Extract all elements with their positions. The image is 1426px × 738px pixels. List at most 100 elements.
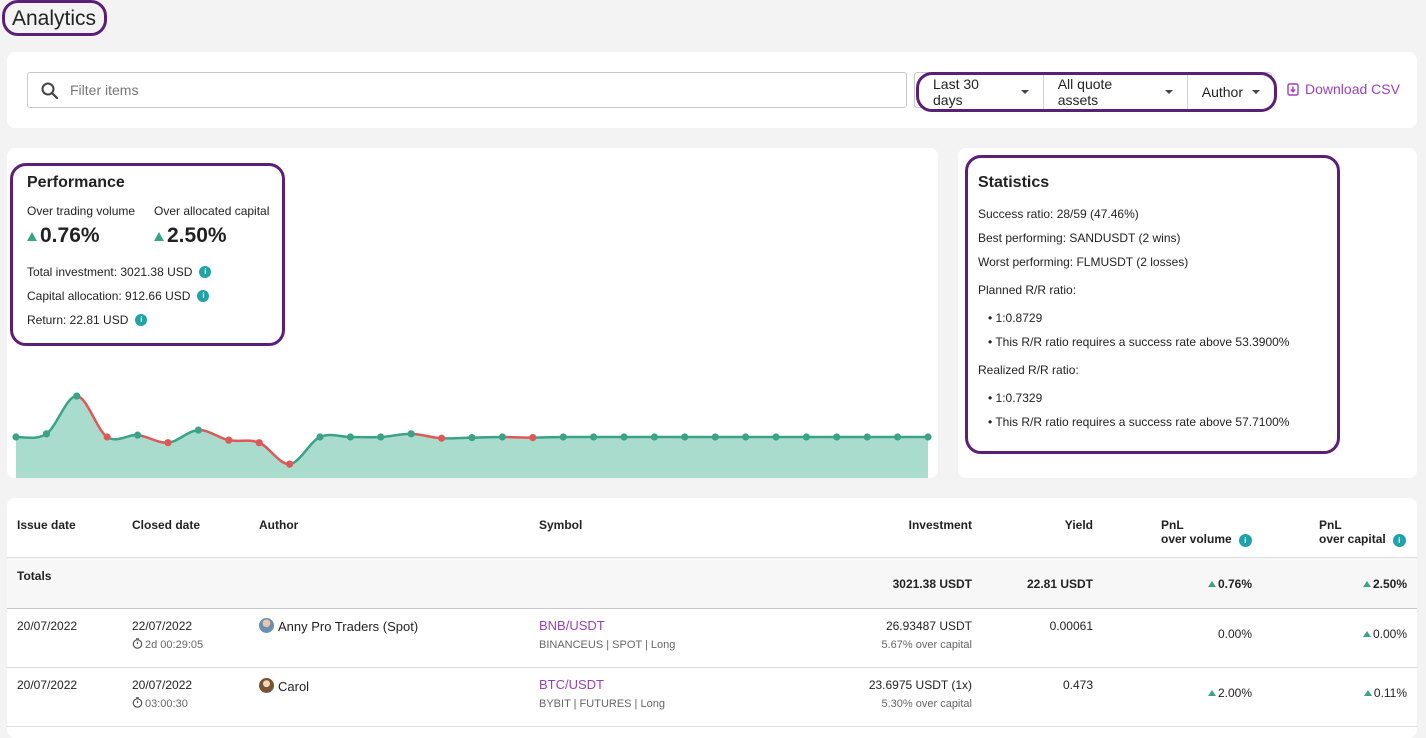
header-pnl-capital-line1: PnL	[1319, 518, 1406, 532]
page-title: Analytics	[2, 0, 107, 36]
chevron-down-icon	[1021, 90, 1029, 94]
header-pnl-capital-line2: over capital	[1319, 532, 1386, 546]
arrow-up-icon	[1208, 690, 1216, 696]
chart-line-segment	[442, 438, 472, 439]
row1-investment: 26.93487 USDT 5.67% over capital	[882, 619, 973, 651]
chart-line-segment	[533, 437, 563, 438]
header-pnl-capital[interactable]: PnL over capital i	[1319, 518, 1406, 547]
statistics-summary: Statistics Success ratio: 28/59 (47.46%)…	[965, 155, 1340, 454]
chart-point[interactable]	[772, 433, 779, 440]
allocated-capital-value: 2.50%	[167, 224, 227, 248]
trading-volume-value: 0.76%	[40, 224, 100, 248]
chart-point[interactable]	[195, 426, 202, 433]
chart-point[interactable]	[712, 433, 719, 440]
planned-rr-ratio: • 1:0.8729	[988, 311, 1042, 325]
info-icon[interactable]: i	[199, 266, 211, 278]
filter-dropdown-group: Last 30 days All quote assets Author	[916, 72, 1277, 112]
header-investment[interactable]: Investment	[909, 518, 972, 532]
chart-point[interactable]	[468, 434, 475, 441]
header-yield[interactable]: Yield	[1065, 518, 1093, 532]
chart-point[interactable]	[620, 433, 627, 440]
chart-point[interactable]	[104, 433, 111, 440]
period-dropdown[interactable]: Last 30 days	[919, 75, 1043, 109]
header-issue-date[interactable]: Issue date	[17, 518, 76, 532]
chart-point[interactable]	[73, 392, 80, 399]
chart-point[interactable]	[742, 433, 749, 440]
chart-point[interactable]	[43, 430, 50, 437]
total-investment-line: Total investment: 3021.38 USD i	[27, 265, 211, 279]
chart-point[interactable]	[803, 433, 810, 440]
realized-rr-ratio: • 1:0.7329	[988, 391, 1042, 405]
chart-point[interactable]	[833, 433, 840, 440]
avatar	[259, 618, 274, 633]
row1-author-name: Anny Pro Traders (Spot)	[278, 619, 418, 634]
chart-point[interactable]	[164, 439, 171, 446]
filter-bar: Last 30 days All quote assets Author Dow…	[7, 52, 1417, 128]
row1-issue-date: 20/07/2022	[17, 619, 77, 633]
row2-yield: 0.473	[1063, 678, 1093, 692]
totals-pnl-capital: 2.50%	[1363, 577, 1407, 591]
download-csv-label: Download CSV	[1305, 81, 1400, 97]
header-pnl-volume[interactable]: PnL over volume i	[1161, 518, 1252, 547]
header-author[interactable]: Author	[259, 518, 298, 532]
row1-author[interactable]: Anny Pro Traders (Spot)	[259, 618, 418, 634]
arrow-up-icon	[27, 232, 37, 241]
total-investment-text: Total investment: 3021.38 USD	[27, 265, 192, 279]
header-pnl-volume-line2: over volume	[1161, 532, 1232, 546]
chart-point[interactable]	[560, 433, 567, 440]
chart-point[interactable]	[347, 433, 354, 440]
row2-pnl-volume-value: 2.00%	[1218, 686, 1252, 700]
search-box[interactable]	[27, 72, 907, 108]
info-icon[interactable]: i	[1393, 534, 1406, 547]
planned-rr-note: • This R/R ratio requires a success rate…	[988, 335, 1289, 349]
row2-author-name: Carol	[278, 679, 309, 694]
chart-point[interactable]	[651, 433, 658, 440]
return-text: Return: 22.81 USD	[27, 313, 128, 327]
search-input[interactable]	[68, 73, 888, 107]
period-dropdown-label: Last 30 days	[933, 76, 1012, 108]
info-icon[interactable]: i	[197, 290, 209, 302]
totals-row	[7, 558, 1417, 608]
chart-point[interactable]	[316, 433, 323, 440]
row1-symbol-link[interactable]: BNB/USDT	[539, 618, 675, 633]
header-pnl-volume-line1: PnL	[1161, 518, 1252, 532]
search-icon	[40, 81, 60, 101]
row2-author[interactable]: Carol	[259, 678, 309, 694]
chart-point[interactable]	[864, 433, 871, 440]
chart-point[interactable]	[681, 433, 688, 440]
chart-point[interactable]	[590, 433, 597, 440]
info-icon[interactable]: i	[1239, 534, 1252, 547]
author-dropdown[interactable]: Author	[1187, 75, 1274, 109]
chart-point[interactable]	[499, 433, 506, 440]
info-icon[interactable]: i	[135, 314, 147, 326]
chart-point[interactable]	[134, 432, 141, 439]
chart-point[interactable]	[12, 433, 19, 440]
chart-point[interactable]	[529, 434, 536, 441]
row2-symbol: BTC/USDT BYBIT | FUTURES | Long	[539, 677, 665, 710]
row2-investment-sub: 5.30% over capital	[869, 698, 972, 710]
chart-line-segment	[502, 437, 532, 438]
row1-pnl-capital: 0.00%	[1363, 627, 1407, 641]
chart-point[interactable]	[377, 433, 384, 440]
divider	[7, 608, 1417, 609]
statistics-title: Statistics	[978, 174, 1049, 192]
row2-symbol-link[interactable]: BTC/USDT	[539, 677, 665, 692]
chart-point[interactable]	[438, 435, 445, 442]
chart-point[interactable]	[924, 433, 931, 440]
quote-assets-dropdown[interactable]: All quote assets	[1043, 75, 1187, 109]
chart-point[interactable]	[256, 439, 263, 446]
chart-point[interactable]	[408, 430, 415, 437]
chart-point[interactable]	[225, 437, 232, 444]
header-symbol[interactable]: Symbol	[539, 518, 582, 532]
chart-point[interactable]	[894, 433, 901, 440]
performance-title: Performance	[27, 174, 125, 192]
row2-investment: 23.6975 USDT (1x) 5.30% over capital	[869, 678, 972, 710]
download-icon	[1287, 83, 1299, 96]
download-csv-link[interactable]: Download CSV	[1287, 81, 1400, 97]
author-dropdown-label: Author	[1202, 84, 1243, 100]
trading-volume-metric: Over trading volume 0.76%	[27, 204, 135, 248]
success-ratio: Success ratio: 28/59 (47.46%)	[978, 207, 1139, 221]
chart-point[interactable]	[286, 460, 293, 467]
header-closed-date[interactable]: Closed date	[132, 518, 200, 532]
